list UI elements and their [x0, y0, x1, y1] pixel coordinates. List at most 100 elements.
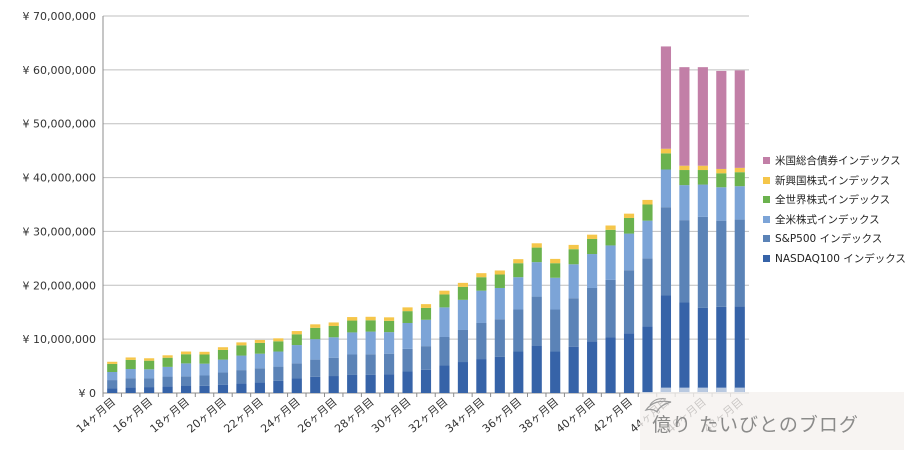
- bar-segment-1: [623, 270, 635, 334]
- bar-segment-3: [180, 354, 192, 364]
- legend-label: 全米株式インデックス: [775, 213, 880, 226]
- bar-segment-0: [199, 385, 210, 393]
- bar-segment-3: [531, 247, 542, 263]
- bar-segment-5: [697, 67, 708, 166]
- bar-segment-0: [273, 380, 284, 393]
- bar-segment-0: [494, 356, 505, 393]
- bar-segment-3: [384, 320, 395, 333]
- bar-segment-1: [347, 354, 358, 375]
- bar-segment-1: [254, 368, 265, 383]
- bar-segment-1: [328, 357, 339, 377]
- bar-base-segment: [679, 387, 690, 393]
- bar-segment-2: [180, 363, 192, 377]
- bar-segment-4: [457, 282, 468, 287]
- y-tick-label: ¥ 50,000,000: [23, 118, 96, 131]
- bar-segment-0: [587, 341, 598, 393]
- bar-segment-0: [328, 376, 339, 393]
- bar-segment-1: [365, 354, 376, 375]
- bar-segment-1: [587, 287, 598, 342]
- x-tick-label: 24ヶ月目: [258, 395, 302, 435]
- bar-segment-2: [679, 185, 690, 221]
- bar-segment-2: [734, 186, 745, 220]
- bar-segment-3: [697, 170, 708, 185]
- bar-segment-0: [605, 337, 616, 393]
- bar-base-segment: [697, 387, 708, 393]
- bar-segment-0: [107, 388, 118, 393]
- bar-segment-1: [273, 366, 284, 381]
- bar-segment-3: [273, 341, 284, 352]
- bar-segment-1: [716, 220, 727, 307]
- bar-segment-1: [642, 258, 653, 327]
- legend-label: 全世界株式インデックス: [775, 194, 891, 207]
- bar-segment-2: [587, 254, 598, 288]
- x-tick-label: 20ヶ月目: [185, 395, 229, 435]
- bar-segment-4: [697, 165, 708, 171]
- bar-segment-2: [236, 355, 247, 371]
- bar-segment-4: [679, 165, 690, 171]
- bar-segment-5: [734, 70, 745, 168]
- bar-segment-1: [291, 363, 302, 379]
- x-tick-label: 14ヶ月目: [74, 395, 118, 435]
- bar-segment-0: [254, 382, 265, 393]
- bar-segment-4: [623, 213, 635, 218]
- bar-segment-5: [660, 46, 672, 149]
- bar-segment-0: [457, 362, 468, 393]
- bar-segment-3: [217, 349, 229, 360]
- bar-segment-4: [384, 317, 395, 321]
- bar-segment-4: [734, 167, 745, 173]
- bar-segment-3: [310, 327, 321, 340]
- watermark-backdrop: [640, 392, 904, 450]
- x-tick-label: 34ヶ月目: [443, 395, 487, 435]
- bar-segment-1: [513, 309, 524, 352]
- bar-segment-0: [402, 371, 413, 393]
- bar-segment-2: [144, 369, 155, 379]
- legend-label: 新興国株式インデックス: [775, 174, 891, 187]
- bar-segment-2: [439, 307, 450, 337]
- y-tick-label: ¥ 10,000,000: [23, 333, 96, 346]
- bar-segment-1: [550, 309, 561, 352]
- bar-segment-0: [180, 385, 192, 393]
- bar-segment-3: [457, 286, 468, 300]
- legend-item: 米国総合債券インデックス: [763, 151, 903, 171]
- bar-segment-1: [310, 359, 321, 377]
- bar-segment-0: [642, 326, 653, 393]
- bar-segment-2: [199, 363, 210, 376]
- legend-swatch: [763, 157, 770, 165]
- bar-segment-2: [716, 187, 727, 221]
- x-tick-label: 42ヶ月目: [591, 395, 635, 435]
- bar-segment-3: [236, 345, 247, 356]
- bar-segment-3: [494, 274, 505, 288]
- bar-segment-0: [568, 346, 579, 393]
- bar-segment-4: [605, 225, 616, 230]
- bar-segment-3: [291, 334, 302, 346]
- y-tick-label: ¥ 40,000,000: [23, 172, 96, 185]
- bar-segment-3: [254, 342, 265, 354]
- bar-segment-3: [328, 325, 339, 338]
- bar-segment-2: [623, 233, 635, 271]
- bar-segment-0: [365, 374, 376, 393]
- bar-segment-4: [476, 273, 487, 278]
- bar-segment-4: [587, 234, 598, 239]
- x-tick-label: 16ヶ月目: [111, 395, 155, 435]
- legend-swatch: [763, 235, 770, 243]
- bar-segment-1: [457, 329, 468, 363]
- bar-segment-4: [550, 258, 561, 264]
- bar-segment-4: [642, 199, 653, 205]
- legend-label: S&P500 インデックス: [775, 233, 883, 246]
- legend-item: 新興国株式インデックス: [763, 171, 903, 191]
- bar-segment-0: [660, 295, 672, 393]
- bar-segment-3: [420, 307, 432, 320]
- bar-segment-2: [402, 322, 413, 349]
- bar-segment-1: [494, 319, 505, 357]
- bar-segment-3: [144, 360, 155, 370]
- bar-segment-0: [384, 374, 395, 393]
- bar-segment-0: [734, 306, 745, 393]
- bar-segment-3: [347, 320, 358, 333]
- bar-segment-0: [439, 365, 450, 393]
- bar-segment-4: [365, 316, 376, 321]
- bar-segment-3: [660, 153, 672, 170]
- bar-segment-4: [273, 338, 284, 342]
- bar-segment-4: [162, 355, 173, 358]
- bar-segment-3: [107, 363, 118, 372]
- bar-segment-1: [217, 372, 229, 385]
